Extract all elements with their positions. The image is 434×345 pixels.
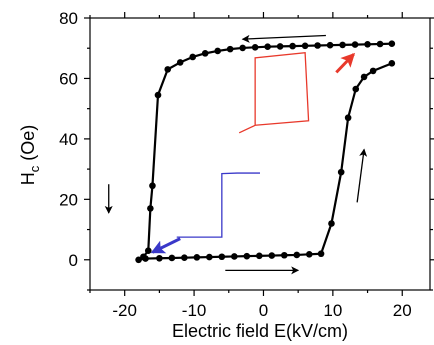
axis-ticks <box>84 12 434 296</box>
data-point <box>147 205 154 212</box>
data-point <box>301 42 309 50</box>
y-tick-label: 40 <box>59 130 78 149</box>
data-point <box>164 66 172 73</box>
data-point <box>218 253 226 261</box>
red-loop-sketch <box>238 52 310 134</box>
data-point <box>231 253 238 260</box>
data-point <box>149 182 156 190</box>
data-point <box>214 47 221 55</box>
data-point <box>154 91 162 99</box>
data-point <box>317 250 325 258</box>
data-point <box>351 41 359 48</box>
data-point <box>276 43 284 50</box>
data-point <box>388 60 396 67</box>
x-tick-label: 10 <box>323 301 342 320</box>
data-point <box>243 252 251 260</box>
data-point <box>305 251 313 258</box>
data-point <box>369 67 377 75</box>
x-tick-label: 0 <box>259 301 268 320</box>
data-point <box>289 42 296 50</box>
x-tick-label: 20 <box>393 301 412 320</box>
axis-tick-labels: -20 -10 0 10 20 0 20 40 60 80 <box>59 9 412 320</box>
data-point <box>337 168 345 176</box>
data-point <box>251 44 259 51</box>
data-point <box>280 251 288 259</box>
data-point <box>206 253 213 261</box>
data-point <box>328 220 335 227</box>
data-point <box>226 45 234 53</box>
blue-step-sketch <box>176 172 260 238</box>
red-arrow <box>335 52 356 74</box>
plot-frame <box>89 17 431 291</box>
annotations <box>104 34 368 275</box>
data-point <box>239 44 246 52</box>
direction-arrow <box>241 34 326 43</box>
data-point <box>326 41 334 49</box>
direction-arrow <box>356 148 368 203</box>
y-axis-title-main: H <box>18 172 38 185</box>
data-point <box>352 85 360 93</box>
data-point <box>193 254 201 261</box>
x-tick-label: -20 <box>112 301 137 320</box>
data-point <box>181 254 188 261</box>
data-point <box>268 252 276 259</box>
data-point <box>360 73 368 81</box>
data-point <box>376 40 384 48</box>
y-tick-label: 0 <box>69 251 78 270</box>
y-axis-title-unit: (Oe) <box>18 125 38 166</box>
y-tick-label: 80 <box>59 9 78 28</box>
data-point <box>176 59 184 66</box>
y-axis-title-sub: c <box>27 165 42 172</box>
series-line <box>137 42 393 261</box>
data-point <box>168 254 176 262</box>
data-point <box>314 42 321 49</box>
data-point <box>144 247 152 255</box>
series-group <box>135 40 396 264</box>
data-point <box>264 43 271 51</box>
data-point <box>189 53 196 61</box>
data-point <box>156 254 163 262</box>
data-point <box>293 251 301 259</box>
y-tick-label: 20 <box>59 190 78 209</box>
data-point <box>256 252 263 260</box>
data-point <box>339 41 346 49</box>
x-tick-label: -10 <box>182 301 207 320</box>
data-point <box>344 114 352 122</box>
data-point <box>364 40 371 48</box>
data-point <box>388 40 396 47</box>
y-tick-label: 60 <box>59 69 78 88</box>
data-point <box>135 256 142 264</box>
blue-arrow <box>150 237 181 254</box>
y-axis-title: Hc (Oe) <box>18 125 42 186</box>
x-axis-title: Electric field E(kV/cm) <box>172 321 348 341</box>
data-point <box>201 50 209 57</box>
data-point <box>142 255 149 262</box>
